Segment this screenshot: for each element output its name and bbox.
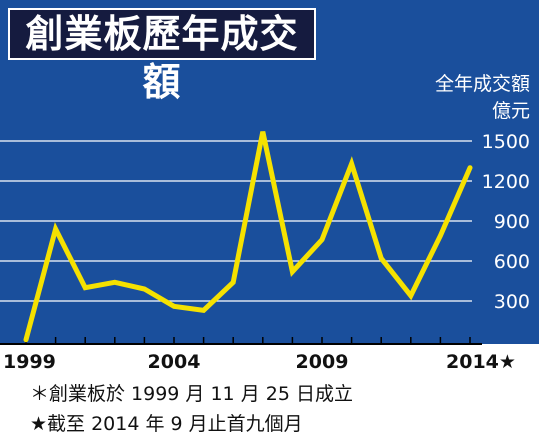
x-tick-label-2009: 2009 bbox=[296, 351, 349, 373]
x-axis-band bbox=[0, 344, 539, 375]
footnote-partial-year: ★截至 2014 年 9 月止首九個月 bbox=[30, 413, 303, 435]
y-axis-title-line1: 全年成交額 bbox=[435, 73, 530, 95]
x-tick-label-2014: 2014★ bbox=[446, 351, 516, 373]
y-tick-labels: 300 600 900 1200 1500 bbox=[482, 131, 530, 313]
y-tick-label-1200: 1200 bbox=[482, 171, 530, 193]
series-line bbox=[23, 131, 473, 343]
y-tick-label-300: 300 bbox=[494, 291, 530, 313]
y-axis-title-line2: 億元 bbox=[492, 100, 530, 122]
footnote-founded: ＊創業板於 1999 月 11 月 25 日成立 bbox=[30, 383, 353, 405]
data-series bbox=[23, 131, 473, 343]
title-bar: 創業板歷年成交額 bbox=[0, 0, 539, 104]
x-tick-label-2004: 2004 bbox=[148, 351, 201, 373]
grid-lines bbox=[0, 140, 472, 302]
x-axis bbox=[0, 337, 539, 375]
y-tick-label-600: 600 bbox=[494, 251, 530, 273]
y-tick-label-900: 900 bbox=[494, 211, 530, 233]
x-tick-labels: 1999 2004 2009 2014★ bbox=[3, 351, 516, 373]
chart-title: 創業板歷年成交額 bbox=[25, 12, 299, 104]
y-tick-label-1500: 1500 bbox=[482, 131, 530, 153]
title-box: 創業板歷年成交額 bbox=[8, 8, 316, 104]
x-tick-label-1999: 1999 bbox=[3, 351, 56, 373]
footnotes: ＊創業板於 1999 月 11 月 25 日成立 ★截至 2014 年 9 月止… bbox=[0, 375, 539, 447]
